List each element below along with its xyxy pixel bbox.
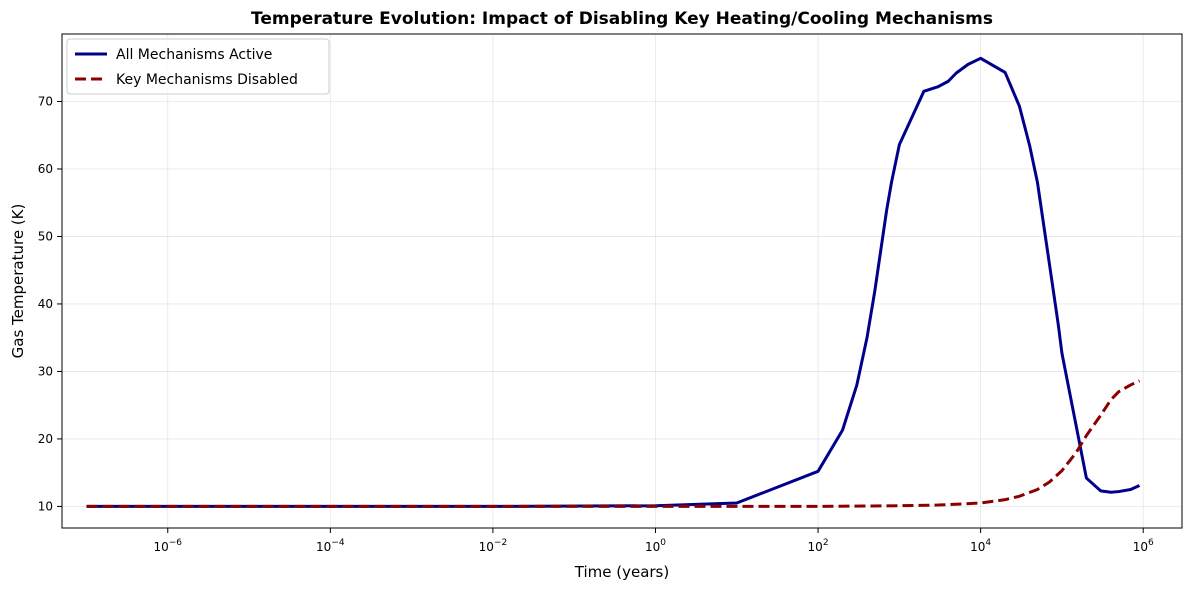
- chart-title: Temperature Evolution: Impact of Disabli…: [251, 9, 993, 29]
- x-tick-label: 100: [645, 538, 666, 554]
- series-line-0: [86, 56, 1141, 508]
- y-tick-label: 20: [38, 432, 53, 446]
- x-tick-label: 104: [970, 538, 991, 554]
- legend: All Mechanisms Active Key Mechanisms Dis…: [66, 38, 330, 95]
- y-tick-label: 30: [38, 364, 53, 378]
- y-tick-label: 70: [38, 94, 53, 108]
- legend-label-all-active: All Mechanisms Active: [116, 47, 272, 63]
- x-tick-label: 106: [1133, 538, 1154, 554]
- grid-layer: [62, 34, 1182, 528]
- y-tick-label: 10: [38, 499, 53, 513]
- x-tick-label: 10−6: [153, 538, 182, 554]
- x-tick-label: 10−2: [479, 538, 508, 554]
- legend-box: [66, 38, 330, 95]
- y-tick-label: 50: [38, 229, 53, 243]
- x-tick-label: 10−4: [316, 538, 345, 554]
- x-tick-label: 102: [808, 538, 829, 554]
- legend-label-disabled: Key Mechanisms Disabled: [116, 72, 298, 88]
- plot-area-frame: [61, 33, 1183, 529]
- series-layer: [86, 56, 1141, 508]
- y-axis-label: Gas Temperature (K): [9, 204, 27, 359]
- y-tick-label: 60: [38, 162, 53, 176]
- x-axis: 10−6 10−4 10−2 100 102 104 106: [153, 528, 1154, 554]
- y-tick-label: 40: [38, 297, 53, 311]
- y-axis: 10 20 30 40 50 60 70: [38, 94, 62, 513]
- series-line-1: [86, 379, 1141, 508]
- x-axis-label: Time (years): [574, 563, 669, 581]
